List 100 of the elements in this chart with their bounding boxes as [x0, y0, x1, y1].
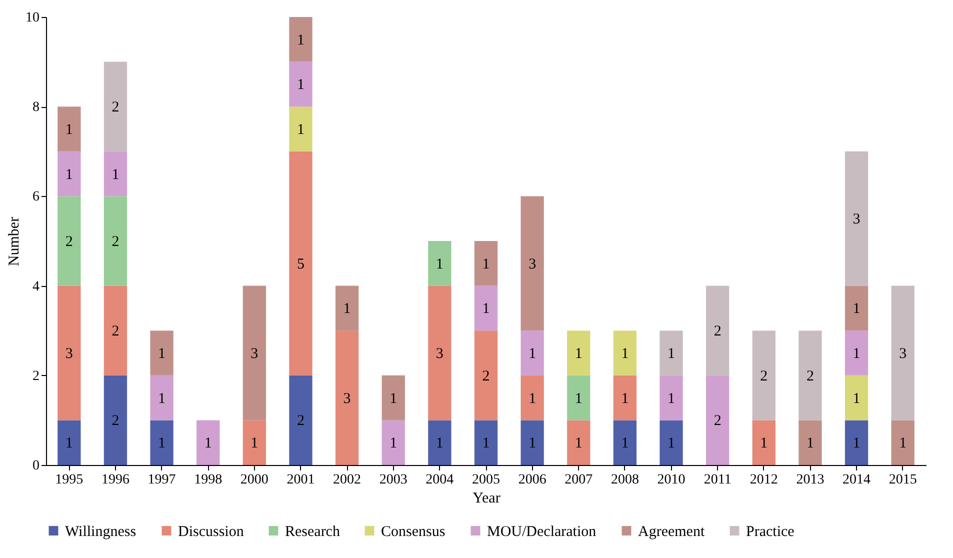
- x-tick-label: 2004: [426, 472, 454, 488]
- x-tick-label: 2007: [564, 472, 593, 488]
- data-label: 1: [668, 346, 676, 362]
- data-label: 1: [528, 346, 536, 362]
- bar: [520, 420, 544, 465]
- bar: [289, 106, 312, 152]
- bar: [844, 375, 868, 420]
- data-label: 1: [574, 436, 582, 452]
- bar: [613, 420, 637, 465]
- data-label: 1: [390, 436, 398, 452]
- bar: [706, 286, 730, 376]
- bar: [58, 196, 81, 286]
- legend-label: Willingness: [65, 524, 136, 540]
- bar: [752, 420, 776, 465]
- data-label: 1: [621, 390, 629, 407]
- y-tick-label: 4: [32, 279, 40, 294]
- bar: [474, 420, 498, 465]
- data-label: 1: [668, 390, 676, 407]
- bar: [567, 330, 590, 376]
- data-label: 1: [528, 436, 536, 452]
- x-tick-label: 2011: [704, 472, 732, 488]
- bar: [150, 375, 174, 420]
- bar: [474, 286, 498, 331]
- data-label: 1: [343, 301, 351, 318]
- bar: [428, 286, 452, 420]
- legend-label: Discussion: [178, 524, 244, 540]
- bar: [428, 241, 452, 286]
- bar: [150, 330, 174, 376]
- bar: [196, 420, 220, 465]
- data-label: 1: [852, 390, 860, 407]
- bar: [242, 286, 266, 420]
- bar: [104, 151, 128, 196]
- bar: [150, 420, 174, 465]
- bar: [104, 196, 128, 286]
- y-tick-label: 10: [26, 10, 40, 26]
- bar: [660, 330, 683, 376]
- data-label: 1: [436, 256, 444, 272]
- bar: [58, 151, 81, 196]
- data-label: 1: [668, 436, 676, 452]
- data-label: 3: [852, 212, 860, 228]
- x-tick-label: 2003: [379, 472, 408, 488]
- y-tick-label: 8: [32, 100, 40, 116]
- x-tick-label: 2005: [472, 472, 500, 488]
- legend-label: Research: [285, 524, 340, 540]
- legend-label: Consensus: [381, 524, 446, 540]
- x-tick-label: 2014: [842, 472, 871, 488]
- bar: [382, 420, 405, 465]
- bar: [58, 106, 81, 152]
- data-label: 2: [760, 368, 768, 384]
- y-tick-label: 6: [32, 190, 40, 205]
- bar: [613, 375, 637, 420]
- data-label: 1: [852, 301, 860, 318]
- bar: [289, 62, 312, 107]
- data-label: 3: [343, 390, 351, 407]
- x-tick-label: 1995: [55, 472, 84, 488]
- data-label: 1: [528, 390, 536, 407]
- bar: [520, 196, 544, 331]
- bar: [613, 330, 637, 376]
- data-label: 1: [621, 346, 629, 362]
- bar: [844, 420, 868, 465]
- data-label: 2: [112, 324, 120, 340]
- data-label: 1: [65, 122, 73, 138]
- x-tick-label: 2013: [796, 472, 824, 488]
- data-label: 1: [621, 436, 629, 452]
- data-label: 1: [296, 32, 304, 48]
- data-label: 2: [714, 324, 722, 340]
- legend-label: Practice: [746, 524, 795, 540]
- data-label: 2: [112, 413, 120, 430]
- bar: [335, 286, 359, 331]
- x-tick-label: 2010: [657, 472, 686, 488]
- bar: [660, 375, 683, 420]
- bar: [844, 330, 868, 376]
- bar: [474, 241, 498, 286]
- x-tick-label: 2000: [240, 472, 268, 488]
- data-label: 1: [158, 346, 166, 362]
- data-label: 1: [899, 436, 907, 452]
- data-label: 3: [250, 346, 258, 362]
- bar: [289, 375, 312, 465]
- data-label: 1: [296, 122, 304, 138]
- bar: [706, 375, 730, 465]
- data-label: 1: [250, 436, 258, 452]
- bar: [798, 330, 822, 420]
- data-label: 1: [436, 436, 444, 452]
- data-label: 1: [852, 346, 860, 362]
- data-label: 3: [436, 346, 444, 362]
- x-tick-label: 1997: [148, 472, 176, 488]
- data-label: 1: [158, 390, 166, 407]
- bar: [58, 420, 81, 465]
- bar: [289, 17, 312, 62]
- y-tick-label: 2: [32, 368, 40, 384]
- bar: [104, 375, 128, 465]
- bar: [844, 286, 868, 331]
- data-label: 1: [158, 436, 166, 452]
- bar: [104, 286, 128, 376]
- legend-label: MOU/Declaration: [487, 524, 597, 540]
- data-label: 2: [482, 368, 490, 384]
- bar: [474, 330, 498, 420]
- data-label: 1: [482, 256, 490, 272]
- bar: [660, 420, 683, 465]
- data-label: 3: [528, 256, 536, 272]
